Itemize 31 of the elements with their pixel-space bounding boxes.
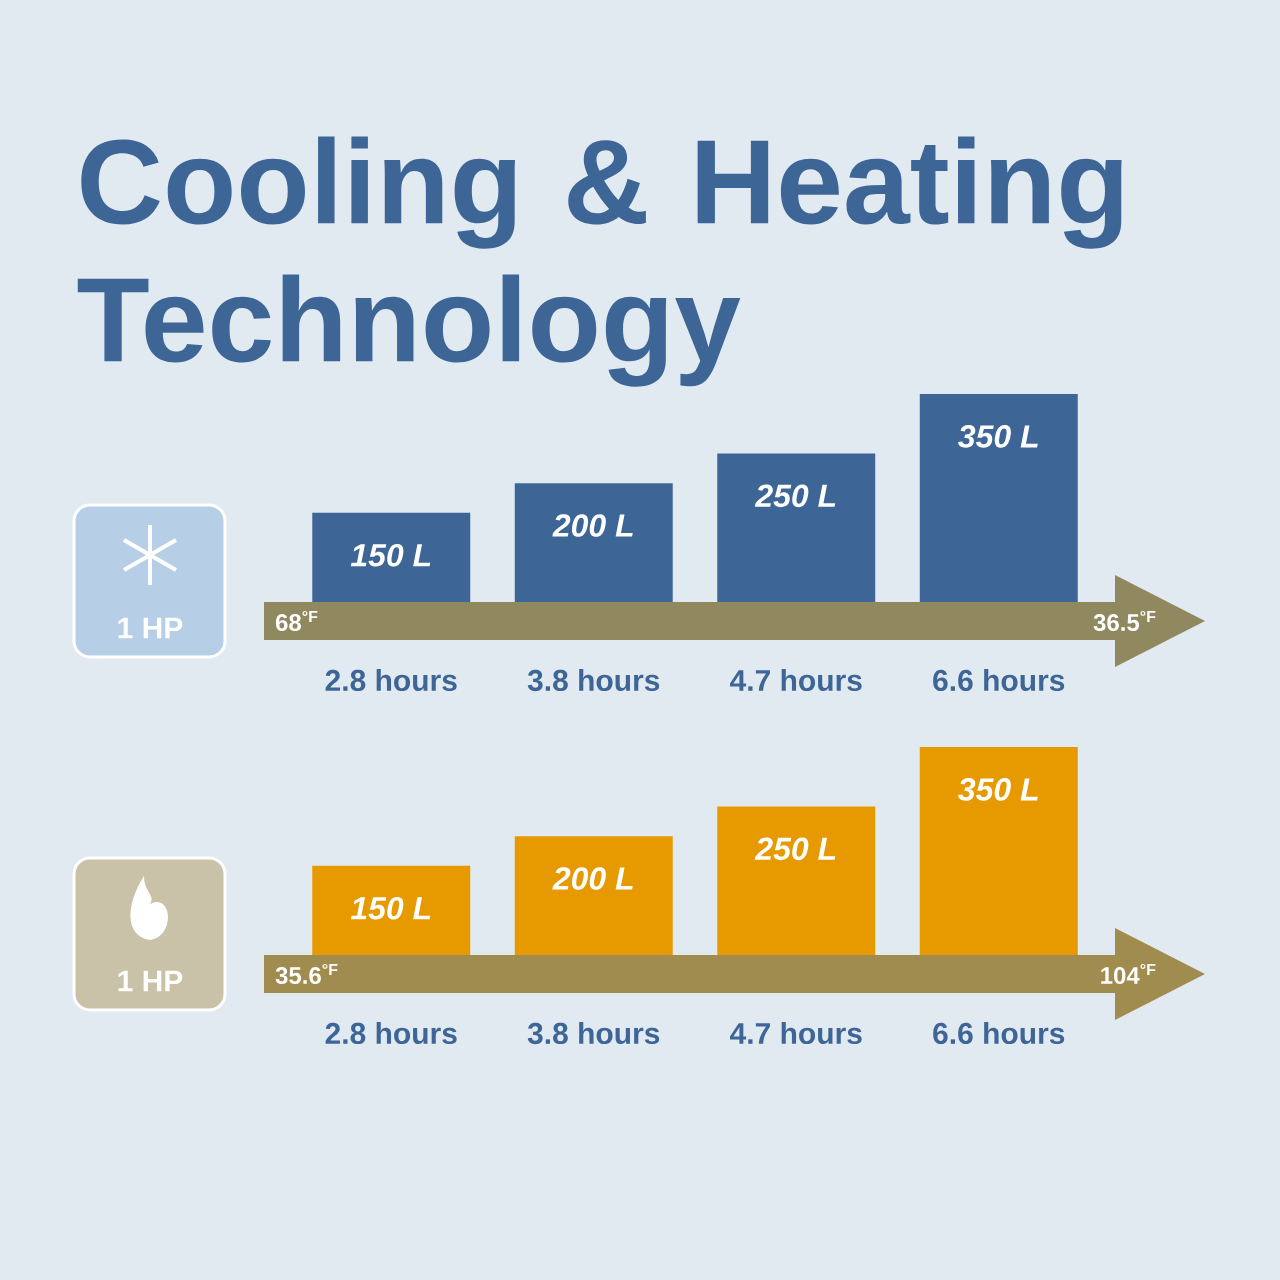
text: 68$^{°F}$ bbox=[275, 610, 318, 632]
data-label: 350 L bbox=[958, 778, 1038, 801]
bar bbox=[312, 512, 471, 602]
text: 1 HP bbox=[118, 970, 183, 992]
bar bbox=[514, 836, 673, 955]
data-label: 250 L bbox=[754, 837, 836, 861]
data-label: 200 L bbox=[552, 867, 633, 890]
x-tick-label: 3.8 hours bbox=[527, 1022, 660, 1045]
data-label: 250 L bbox=[754, 484, 836, 508]
bar bbox=[919, 747, 1078, 955]
text: 36.5$^{°F}$ bbox=[1093, 610, 1156, 632]
bar bbox=[514, 483, 673, 602]
data-label: 150 L bbox=[350, 896, 431, 920]
bar bbox=[717, 453, 876, 602]
x-tick-label: 2.8 hours bbox=[325, 669, 457, 692]
x-tick-label: 6.6 hours bbox=[933, 1022, 1065, 1045]
text: 104$^{°F}$ bbox=[1101, 963, 1156, 985]
x-tick-label: 4.7 hours bbox=[730, 669, 862, 692]
data-label: 150 L bbox=[350, 543, 431, 567]
x-tick-label: 4.7 hours bbox=[730, 1022, 862, 1045]
data-label: 350 L bbox=[958, 425, 1038, 448]
chart-title: Cooling & Heating Technology bbox=[77, 136, 1122, 387]
x-tick-label: 6.6 hours bbox=[933, 669, 1065, 692]
text: 35.6$^{°F}$ bbox=[275, 963, 338, 985]
x-tick-label: 3.8 hours bbox=[527, 669, 660, 692]
x-tick-label: 2.8 hours bbox=[325, 1022, 457, 1045]
bar bbox=[717, 806, 876, 955]
text: 1 HP bbox=[118, 617, 183, 639]
bar bbox=[919, 393, 1078, 602]
bar bbox=[312, 865, 471, 955]
data-label: 200 L bbox=[552, 514, 633, 537]
